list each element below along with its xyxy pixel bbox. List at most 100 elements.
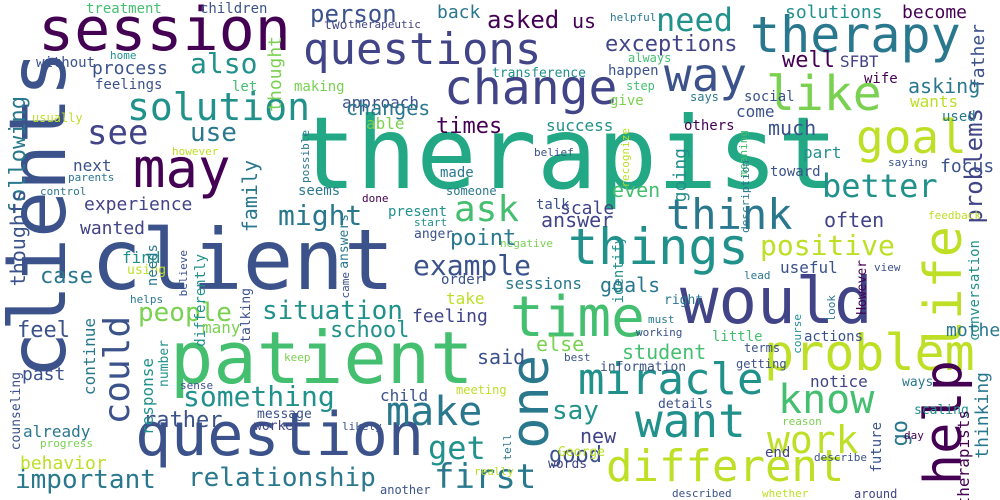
word-lead: lead	[744, 269, 771, 282]
word-social: social	[744, 89, 795, 105]
word-question: question	[135, 400, 424, 470]
word-scaling: scaling	[914, 403, 969, 418]
word-next: next	[73, 156, 112, 175]
word-questions: questions	[303, 24, 542, 75]
word-therapist: therapist	[296, 95, 838, 212]
word-people: people	[138, 298, 232, 328]
word-also: also	[190, 47, 258, 80]
word-able: able	[366, 114, 405, 133]
word-thought: thought	[265, 36, 286, 112]
word-control: control	[40, 185, 87, 198]
word-positive: positive	[760, 229, 895, 262]
word-future: future	[869, 422, 885, 473]
word-wife: wife	[864, 71, 898, 87]
word-wanted: wanted	[80, 218, 146, 239]
word-words: words	[548, 457, 588, 472]
word-feedback: feedback	[928, 209, 981, 222]
word-student: student	[622, 340, 707, 364]
word-behavior: behavior	[20, 453, 107, 474]
word-wants: wants	[910, 92, 959, 111]
word-used: used	[942, 109, 976, 125]
word-child: child	[380, 386, 429, 405]
word-make: make	[386, 389, 483, 435]
word-going: going	[670, 148, 691, 203]
word-patient: patient	[170, 316, 474, 400]
word-give: give	[610, 93, 644, 109]
word-answers: answers	[337, 214, 352, 269]
word-would: would	[680, 265, 873, 339]
word-let: let	[232, 79, 258, 95]
word-solutions: solutions	[785, 2, 883, 23]
word-using: using	[127, 263, 167, 278]
word-focus: focus	[940, 156, 995, 177]
word-believe: believe	[177, 250, 190, 297]
word-session: session	[38, 0, 291, 65]
word-information: information	[600, 360, 687, 375]
word-therapeutic: therapeutic	[348, 18, 421, 31]
word-saying: saying	[888, 156, 928, 169]
word-needs: needs	[145, 244, 161, 287]
word-situation: situation	[262, 296, 403, 326]
word-meeting: meeting	[456, 383, 507, 397]
word-know: know	[778, 377, 875, 423]
word-asking: asking	[908, 74, 981, 98]
word-look: look	[825, 295, 838, 322]
word-number: number	[157, 340, 172, 387]
word-around: around	[854, 487, 898, 500]
word-usually: usually	[32, 111, 83, 125]
word-order: order	[441, 272, 484, 288]
word-making: making	[294, 79, 345, 95]
word-family: family	[238, 160, 262, 233]
word-sessions: sessions	[505, 274, 583, 293]
word-approach: approach	[342, 93, 420, 112]
word-way: way	[664, 48, 748, 102]
word-take: take	[446, 289, 485, 308]
word-something: something	[183, 380, 335, 413]
word-helps: helps	[130, 293, 164, 306]
word-view: view	[874, 261, 901, 274]
word-terms: terms	[744, 341, 781, 355]
word-different: different	[606, 441, 845, 492]
word-however_uc: However	[855, 260, 870, 315]
word-anger: anger	[414, 227, 454, 242]
word-children: children	[200, 1, 268, 17]
word-already: already	[23, 422, 91, 441]
word-get: get	[428, 429, 486, 467]
word-always: always	[628, 51, 672, 65]
word-case: case	[40, 264, 93, 289]
word-described: described	[672, 487, 732, 500]
word-may: may	[133, 137, 231, 200]
word-feelings: feelings	[95, 77, 163, 93]
word-however_lc: however	[172, 145, 219, 158]
word-treatment: treatment	[86, 1, 162, 17]
word-use: use	[190, 118, 237, 148]
word-right: right	[664, 293, 704, 308]
word-course: course	[791, 314, 804, 354]
word-start: start	[414, 216, 448, 229]
word-talk: talk	[536, 197, 570, 213]
word-end: end	[765, 445, 791, 461]
word-see: see	[87, 113, 149, 153]
word-reason: reason	[782, 415, 822, 428]
word-ask: ask	[454, 189, 520, 230]
word-tell: tell	[501, 434, 514, 461]
word-better: better	[822, 167, 938, 205]
word-belief: belief	[534, 146, 574, 159]
word-else: else	[536, 332, 585, 356]
word-little: little	[712, 329, 763, 345]
word-say: say	[552, 396, 599, 426]
word-mother: mother	[946, 320, 1000, 341]
word-time: time	[510, 285, 645, 350]
word-school: school	[330, 318, 410, 343]
word-want: want	[635, 394, 746, 448]
word-come: come	[736, 102, 775, 121]
word-find: find	[122, 248, 161, 267]
word-solution: solution	[127, 85, 311, 129]
word-first: first	[434, 457, 537, 497]
word-therapy: therapy	[750, 6, 961, 64]
word-problem: problem	[764, 324, 975, 382]
word-goals: goals	[600, 273, 661, 297]
word-done: done	[362, 192, 389, 205]
word-ways: ways	[902, 375, 934, 390]
